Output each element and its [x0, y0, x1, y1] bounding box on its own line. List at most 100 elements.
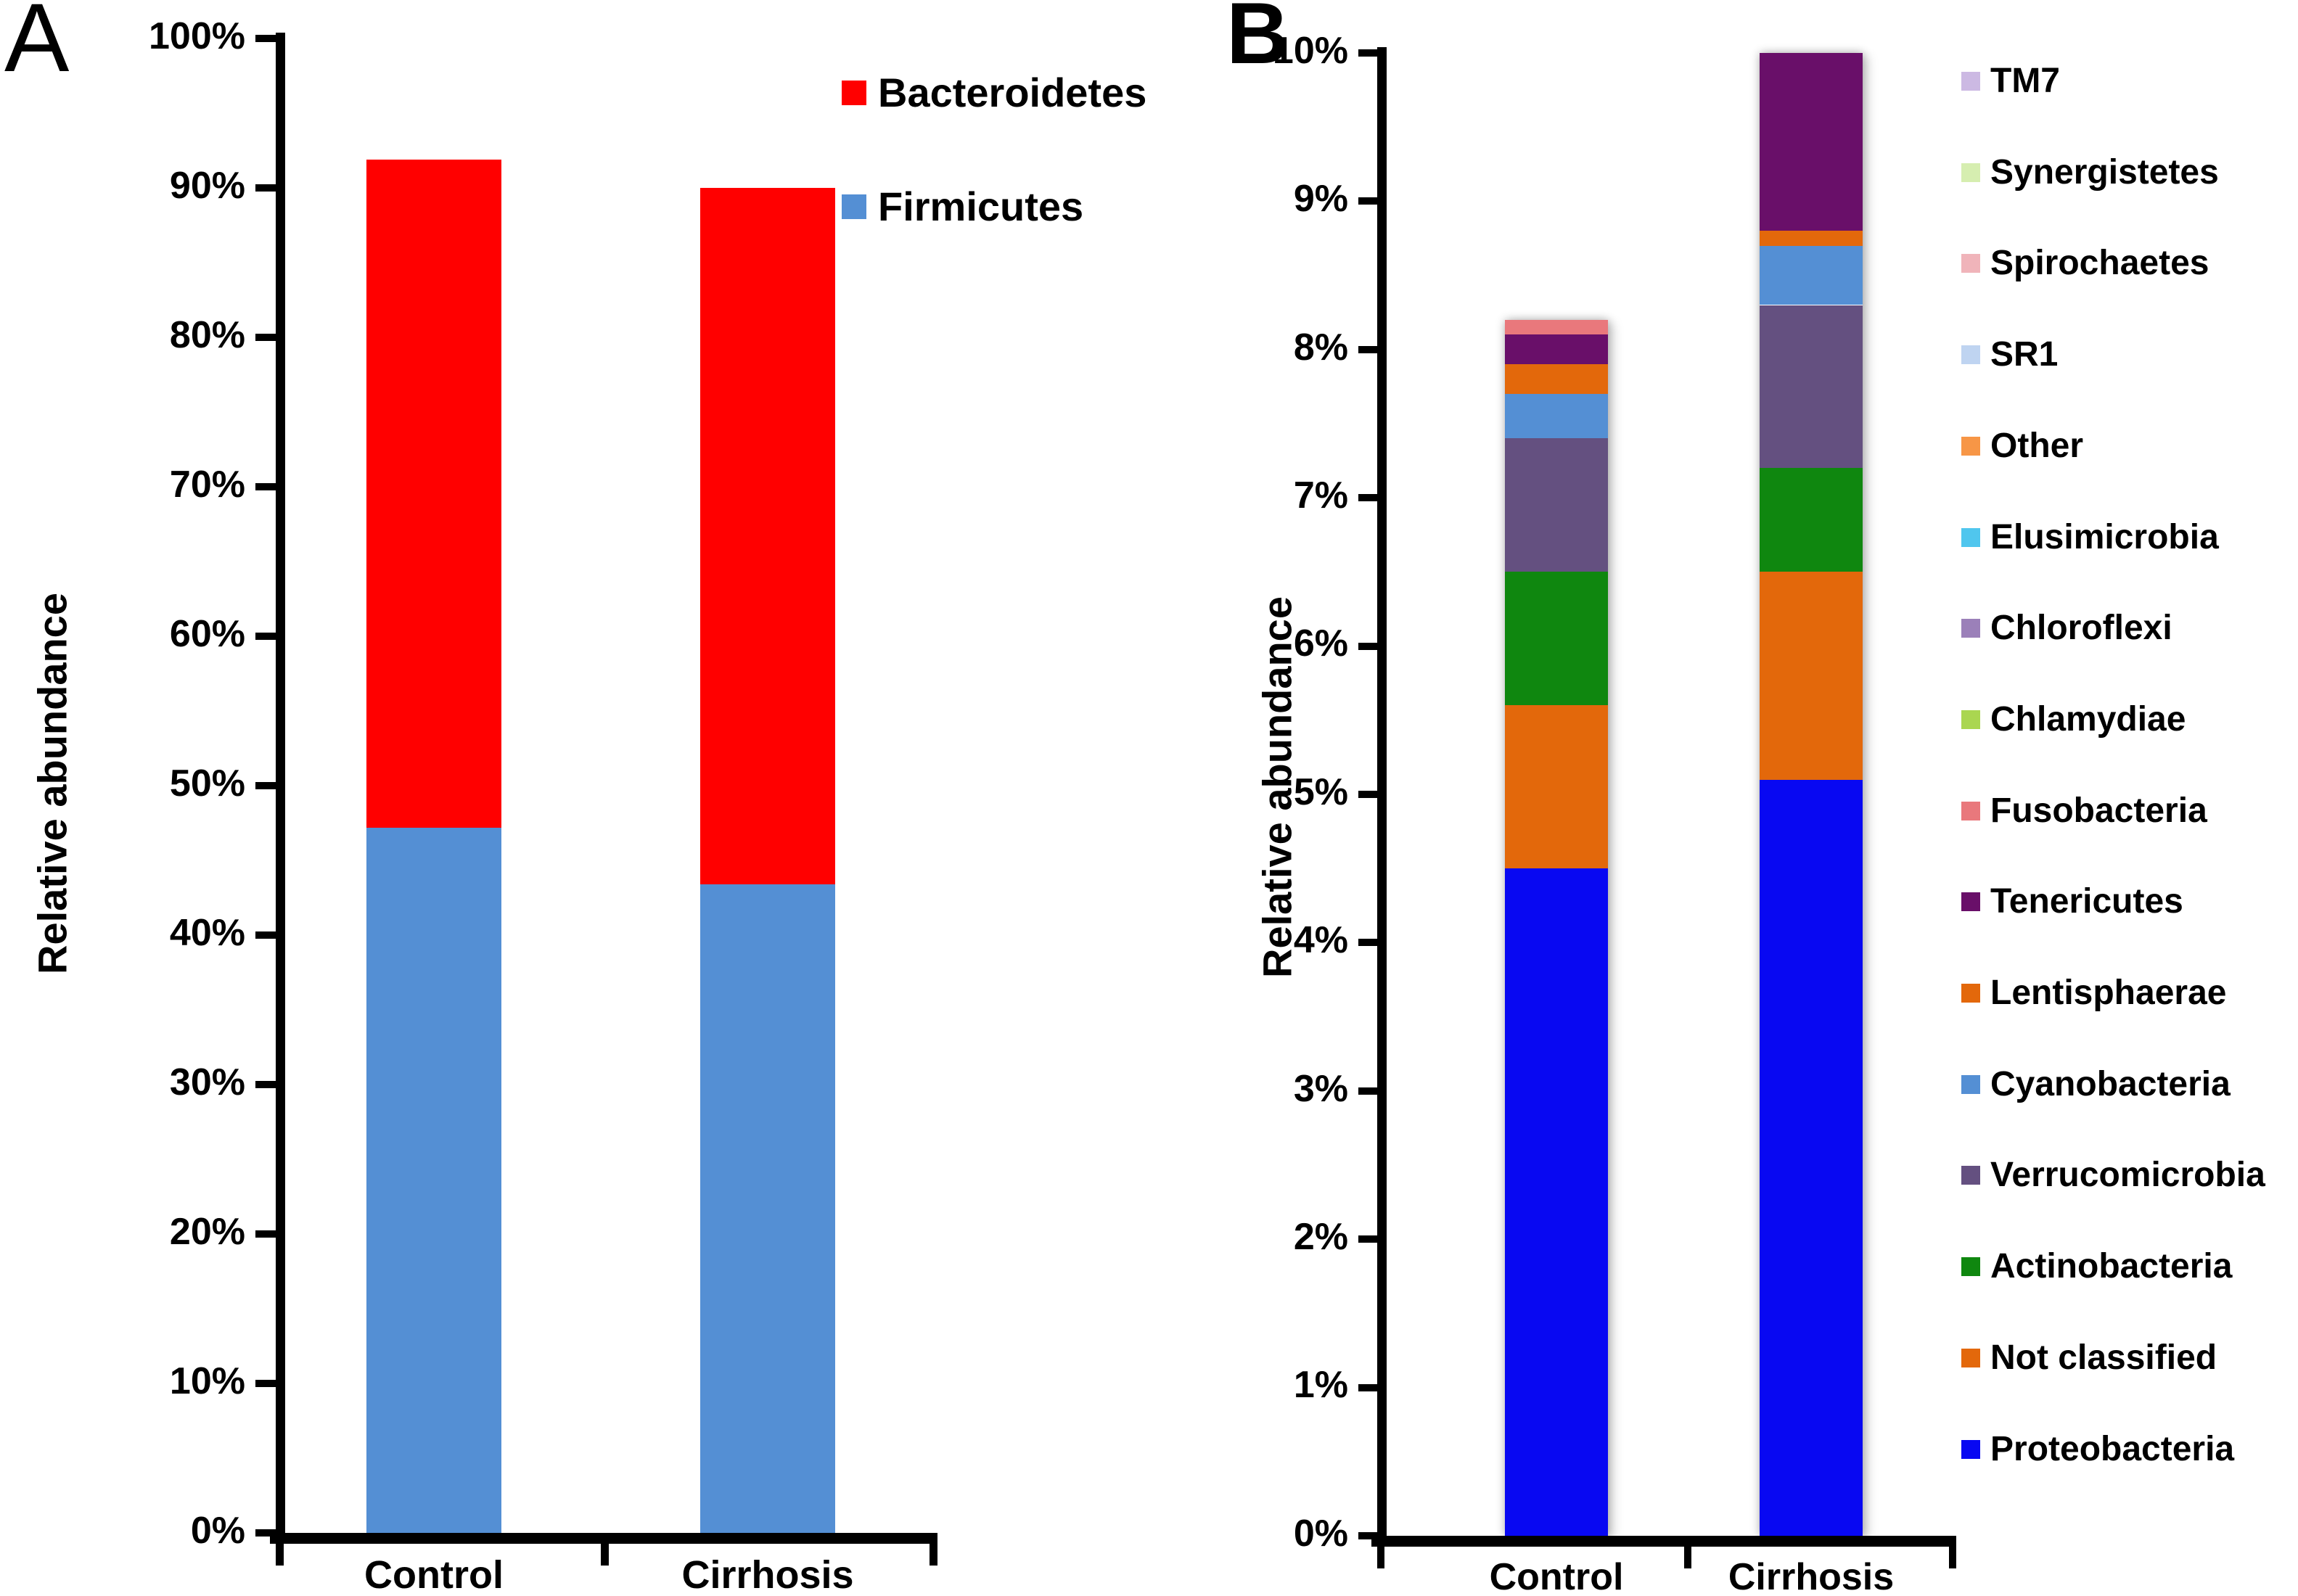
y-axis-tick [1358, 1532, 1377, 1539]
x-axis-tick [1683, 1547, 1691, 1568]
y-axis-tick-label: 7% [1293, 474, 1348, 517]
y-axis-tick [1358, 197, 1377, 205]
x-axis-tick [1949, 1547, 1956, 1568]
x-category-label-cirrhosis: Cirrhosis [681, 1553, 854, 1596]
legend-item-sr1: SR1 [1961, 337, 2058, 372]
legend-label-proteobacteria: Proteobacteria [1990, 1429, 2235, 1468]
bar-segment-tenericutes [1760, 53, 1863, 231]
legend-swatch-lentisphaerae [1961, 984, 1980, 1003]
y-axis-tick-label: 10% [1272, 29, 1348, 72]
legend-item-spirochaetes: Spirochaetes [1961, 246, 2209, 281]
x-category-label-control: Control [364, 1553, 504, 1596]
panel-a-letter: A [4, 0, 70, 92]
y-axis-tick-label: 70% [169, 463, 245, 506]
y-axis-tick-label: 3% [1293, 1067, 1348, 1110]
bar-segment-fusobacteria [1505, 319, 1608, 335]
legend-label-tenericutes: Tenericutes [1990, 882, 2183, 921]
legend-swatch-spirochaetes [1961, 254, 1980, 273]
y-axis-tick [1358, 939, 1377, 947]
y-axis-tick-label: 10% [169, 1360, 245, 1402]
bar-segment-cyanobacteria [1505, 394, 1608, 439]
bar-segment-lentisphaerae [1760, 231, 1863, 246]
legend-item-actinobacteria: Actinobacteria [1961, 1249, 2232, 1284]
y-axis-line [1377, 47, 1387, 1536]
legend-swatch-synergistetes [1961, 163, 1980, 182]
legend-label-bacteroidetes: Bacteroidetes [878, 70, 1147, 115]
legend-swatch-other [1961, 436, 1980, 456]
x-axis-tick [276, 1544, 284, 1566]
legend-item-firmicutes: Firmicutes [842, 186, 1083, 227]
y-axis-tick-label: 90% [169, 164, 245, 207]
y-axis-tick-label: 8% [1293, 326, 1348, 369]
y-axis-tick [1358, 345, 1377, 353]
legend-label-firmicutes: Firmicutes [878, 184, 1084, 229]
bar-segment-not-classified [1760, 572, 1863, 780]
bar-segment-cyanobacteria [1760, 245, 1863, 305]
legend-swatch-chlamydiae [1961, 709, 1980, 729]
y-axis-tick [1358, 642, 1377, 650]
y-axis-tick-label: 0% [1293, 1512, 1348, 1555]
legend-label-sr1: SR1 [1990, 335, 2059, 374]
bar-cirrhosis [1760, 53, 1863, 1536]
legend-item-tenericutes: Tenericutes [1961, 884, 2183, 919]
x-axis-tick [601, 1544, 609, 1566]
y-axis-tick [255, 782, 276, 789]
y-axis-line [276, 33, 285, 1533]
y-axis-tick-label: 1% [1293, 1364, 1348, 1407]
legend-swatch-not-classified [1961, 1348, 1980, 1367]
legend-item-chloroflexi: Chloroflexi [1961, 611, 2172, 646]
y-axis-tick [1358, 1087, 1377, 1095]
y-axis-tick-label: 40% [169, 911, 245, 954]
y-axis-tick-label: 50% [169, 762, 245, 805]
y-axis-tick [1358, 494, 1377, 502]
legend-item-lentisphaerae: Lentisphaerae [1961, 976, 2226, 1011]
x-axis-line [1371, 1536, 1956, 1547]
y-axis-tick-label: 0% [190, 1509, 245, 1552]
bar-segment-firmicutes [366, 827, 501, 1533]
legend-swatch-bacteroidetes [842, 81, 866, 105]
legend-label-other: Other [1990, 426, 2084, 465]
legend-swatch-actinobacteria [1961, 1257, 1980, 1277]
y-axis-tick-label: 9% [1293, 178, 1348, 221]
bar-segment-actinobacteria [1760, 468, 1863, 572]
y-axis-tick [1358, 1383, 1377, 1391]
bar-control [366, 159, 501, 1533]
bar-segment-firmicutes [700, 884, 835, 1533]
bar-segment-not-classified [1505, 705, 1608, 869]
legend-swatch-sr1 [1961, 345, 1980, 365]
legend-label-chlamydiae: Chlamydiae [1990, 699, 2186, 739]
legend-label-fusobacteria: Fusobacteria [1990, 791, 2207, 830]
y-axis-tick [255, 931, 276, 939]
legend-swatch-verrucomicrobia [1961, 1166, 1980, 1185]
legend-swatch-fusobacteria [1961, 801, 1980, 820]
legend-label-verrucomicrobia: Verrucomicrobia [1990, 1156, 2265, 1195]
legend-item-fusobacteria: Fusobacteria [1961, 791, 2207, 830]
y-axis-tick [255, 1380, 276, 1387]
legend-item-synergistetes: Synergistetes [1961, 155, 2219, 190]
y-axis-tick-label: 20% [169, 1210, 245, 1253]
legend-label-spirochaetes: Spirochaetes [1990, 244, 2209, 283]
bar-segment-bacteroidetes [366, 159, 501, 828]
panel-b-letter: B [1226, 0, 1289, 82]
legend-label-not-classified: Not classified [1990, 1338, 2217, 1377]
y-axis-tick-label: 4% [1293, 919, 1348, 962]
bar-segment-proteobacteria [1760, 779, 1863, 1536]
legend-label-tm7: TM7 [1990, 62, 2060, 100]
legend-swatch-firmicutes [842, 194, 866, 219]
legend-item-tm7: TM7 [1961, 64, 2060, 99]
bar-cirrhosis [700, 188, 835, 1533]
y-axis-tick-label: 2% [1293, 1216, 1348, 1258]
bar-segment-verrucomicrobia [1505, 438, 1608, 572]
x-axis-line [270, 1533, 937, 1544]
y-axis-tick-label: 100% [149, 15, 245, 57]
legend-swatch-elusimicrobia [1961, 527, 1980, 547]
x-category-label-control: Control [1489, 1556, 1624, 1596]
bar-segment-lentisphaerae [1505, 364, 1608, 395]
y-axis-tick [255, 334, 276, 341]
y-axis-tick [255, 1081, 276, 1088]
x-category-label-cirrhosis: Cirrhosis [1728, 1556, 1895, 1596]
y-axis-tick [255, 35, 276, 42]
bar-segment-actinobacteria [1505, 572, 1608, 706]
legend-label-elusimicrobia: Elusimicrobia [1990, 517, 2219, 556]
